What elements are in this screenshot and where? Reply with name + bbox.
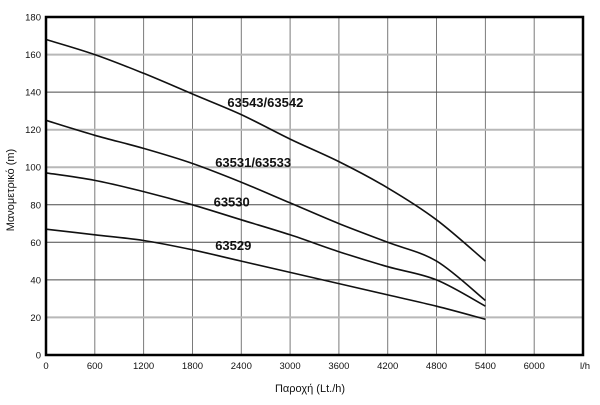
curve-label-63531-63533: 63531/63533: [215, 155, 291, 170]
pump-curve-63531-63533: [45, 119, 486, 302]
y-tick-label: 180: [25, 13, 41, 24]
x-tick-label: 600: [87, 361, 103, 372]
x-axis-tick-labels: 0 600 1200 1800 2400 3000 3600 4200 4800 5400 6000: [43, 361, 544, 372]
plot-border: [44, 15, 585, 357]
y-tick-label: 140: [25, 88, 41, 99]
y-tick-label: 40: [30, 275, 41, 286]
x-tick-label: 5400: [475, 361, 496, 372]
x-tick-label: 1200: [133, 361, 154, 372]
curve-label-63529: 63529: [215, 238, 251, 253]
x-tick-label: 6000: [524, 361, 545, 372]
x-tick-label: 2400: [231, 361, 252, 372]
x-tick-label: 3000: [280, 361, 301, 372]
y-tick-label: 100: [25, 163, 41, 174]
x-axis-unit-label: l/h: [580, 361, 590, 372]
curve-label-63543-63542: 63543/63542: [227, 95, 303, 110]
pump-curve-63530: [45, 172, 486, 307]
x-tick-label: 3600: [328, 361, 349, 372]
y-axis-tick-labels: 0 20 40 60 80 100 120 140 160 180: [25, 13, 41, 362]
y-tick-label: 160: [25, 50, 41, 61]
y-tick-label: 20: [30, 313, 41, 324]
pump-curves: [45, 38, 486, 321]
y-tick-label: 0: [36, 351, 41, 362]
y-tick-label: 60: [30, 238, 41, 249]
x-tick-label: 4800: [426, 361, 447, 372]
y-axis-title: Μανομετρικό (m): [5, 149, 17, 231]
curve-labels: 63543/63542 63531/63533 63530 63529: [214, 95, 304, 253]
curve-label-63530: 63530: [214, 195, 250, 210]
pump-curve-63529: [45, 228, 486, 321]
x-axis-title: Παροχή (Lt./h): [275, 383, 345, 395]
x-tick-label: 1800: [182, 361, 203, 372]
gridlines: [46, 17, 583, 355]
x-tick-label: 0: [43, 361, 48, 372]
pump-curve-63543-63542: [45, 38, 486, 262]
x-tick-label: 4200: [377, 361, 398, 372]
y-tick-label: 80: [30, 200, 41, 211]
y-tick-label: 120: [25, 125, 41, 136]
